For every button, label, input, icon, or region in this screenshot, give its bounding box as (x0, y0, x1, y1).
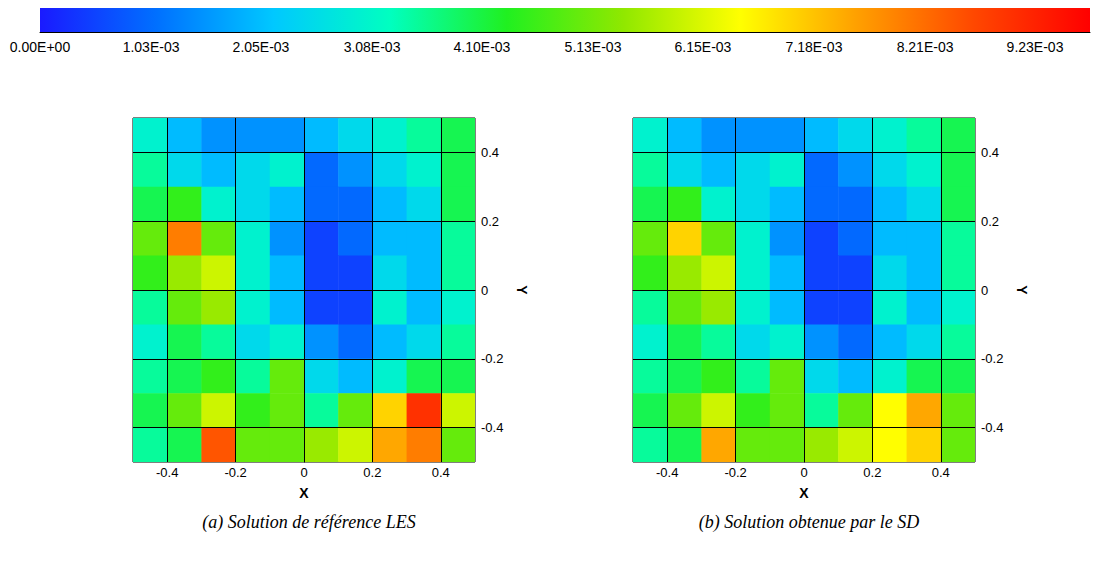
svg-text:4.10E-03: 4.10E-03 (454, 39, 511, 55)
svg-text:0: 0 (800, 465, 807, 480)
svg-text:-0.4: -0.4 (481, 420, 503, 435)
svg-text:X: X (299, 485, 309, 501)
svg-text:-0.2: -0.2 (724, 465, 746, 480)
svg-text:9.23E-03: 9.23E-03 (1007, 39, 1064, 55)
svg-text:8.21E-03: 8.21E-03 (897, 39, 954, 55)
svg-text:0.4: 0.4 (481, 145, 499, 160)
svg-text:X: X (799, 485, 809, 501)
svg-text:Y: Y (514, 285, 530, 295)
svg-text:0.2: 0.2 (981, 214, 999, 229)
svg-text:0.4: 0.4 (981, 145, 999, 160)
svg-text:-0.4: -0.4 (156, 465, 178, 480)
svg-text:2.05E-03: 2.05E-03 (233, 39, 290, 55)
svg-text:-0.2: -0.2 (981, 351, 1003, 366)
svg-text:3.08E-03: 3.08E-03 (344, 39, 401, 55)
svg-text:0.2: 0.2 (481, 214, 499, 229)
svg-text:0: 0 (300, 465, 307, 480)
svg-text:(a) Solution de référence LES: (a) Solution de référence LES (202, 512, 415, 533)
svg-text:0.4: 0.4 (432, 465, 450, 480)
svg-text:Y: Y (1014, 285, 1030, 295)
svg-text:0: 0 (981, 283, 988, 298)
svg-text:0.00E+00: 0.00E+00 (10, 39, 71, 55)
svg-text:0.2: 0.2 (363, 465, 381, 480)
svg-text:-0.2: -0.2 (224, 465, 246, 480)
svg-text:-0.4: -0.4 (981, 420, 1003, 435)
svg-text:-0.2: -0.2 (481, 351, 503, 366)
svg-text:0: 0 (481, 283, 488, 298)
svg-text:0.4: 0.4 (932, 465, 950, 480)
svg-text:-0.4: -0.4 (656, 465, 678, 480)
svg-text:0.2: 0.2 (863, 465, 881, 480)
svg-text:5.13E-03: 5.13E-03 (565, 39, 622, 55)
svg-text:7.18E-03: 7.18E-03 (786, 39, 843, 55)
svg-text:6.15E-03: 6.15E-03 (675, 39, 732, 55)
svg-text:1.03E-03: 1.03E-03 (123, 39, 180, 55)
svg-text:(b) Solution obtenue par le SD: (b) Solution obtenue par le SD (699, 512, 919, 533)
